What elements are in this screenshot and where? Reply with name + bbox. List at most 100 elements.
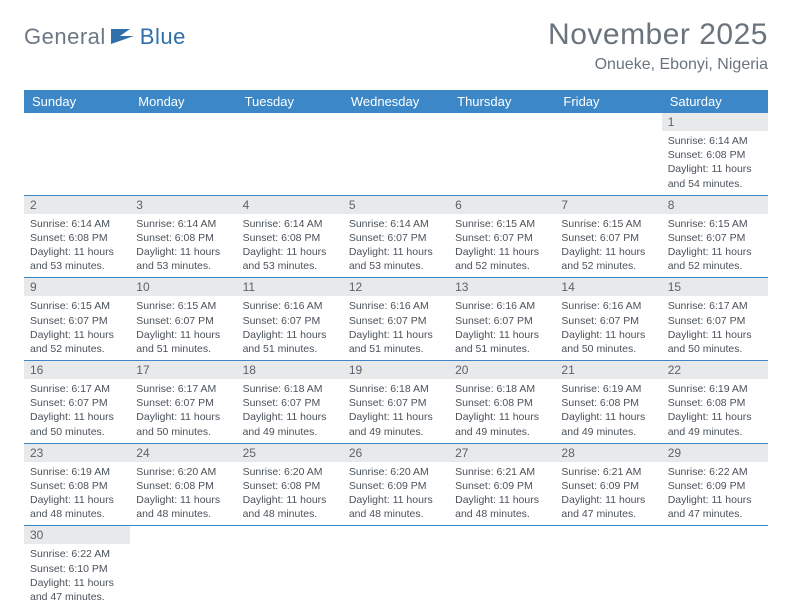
day-number: 20 bbox=[449, 361, 555, 379]
day-header: Monday bbox=[130, 90, 236, 113]
day-details: Sunrise: 6:19 AMSunset: 6:08 PMDaylight:… bbox=[555, 379, 661, 443]
day-details: Sunrise: 6:16 AMSunset: 6:07 PMDaylight:… bbox=[237, 296, 343, 360]
day-number: 23 bbox=[24, 444, 130, 462]
calendar-empty-cell bbox=[555, 526, 661, 608]
day-details: Sunrise: 6:19 AMSunset: 6:08 PMDaylight:… bbox=[662, 379, 768, 443]
day-details: Sunrise: 6:17 AMSunset: 6:07 PMDaylight:… bbox=[130, 379, 236, 443]
day-number: 17 bbox=[130, 361, 236, 379]
calendar-empty-cell bbox=[343, 526, 449, 608]
page-title: November 2025 bbox=[548, 18, 768, 52]
calendar-day-cell: 17Sunrise: 6:17 AMSunset: 6:07 PMDayligh… bbox=[130, 361, 236, 444]
calendar-day-cell: 12Sunrise: 6:16 AMSunset: 6:07 PMDayligh… bbox=[343, 278, 449, 361]
day-number: 12 bbox=[343, 278, 449, 296]
day-number: 9 bbox=[24, 278, 130, 296]
logo-text-2: Blue bbox=[140, 24, 186, 50]
logo-flag-icon bbox=[110, 27, 136, 47]
day-number: 22 bbox=[662, 361, 768, 379]
calendar-day-cell: 27Sunrise: 6:21 AMSunset: 6:09 PMDayligh… bbox=[449, 443, 555, 526]
day-details: Sunrise: 6:15 AMSunset: 6:07 PMDaylight:… bbox=[662, 214, 768, 278]
day-number: 30 bbox=[24, 526, 130, 544]
calendar-day-cell: 4Sunrise: 6:14 AMSunset: 6:08 PMDaylight… bbox=[237, 195, 343, 278]
calendar-empty-cell bbox=[555, 113, 661, 195]
day-header: Wednesday bbox=[343, 90, 449, 113]
day-details: Sunrise: 6:15 AMSunset: 6:07 PMDaylight:… bbox=[555, 214, 661, 278]
day-details: Sunrise: 6:17 AMSunset: 6:07 PMDaylight:… bbox=[24, 379, 130, 443]
calendar-table: SundayMondayTuesdayWednesdayThursdayFrid… bbox=[24, 90, 768, 608]
day-number: 26 bbox=[343, 444, 449, 462]
day-details: Sunrise: 6:14 AMSunset: 6:08 PMDaylight:… bbox=[130, 214, 236, 278]
day-number: 2 bbox=[24, 196, 130, 214]
day-details: Sunrise: 6:22 AMSunset: 6:09 PMDaylight:… bbox=[662, 462, 768, 526]
day-header: Friday bbox=[555, 90, 661, 113]
calendar-day-cell: 11Sunrise: 6:16 AMSunset: 6:07 PMDayligh… bbox=[237, 278, 343, 361]
calendar-day-cell: 8Sunrise: 6:15 AMSunset: 6:07 PMDaylight… bbox=[662, 195, 768, 278]
day-number: 14 bbox=[555, 278, 661, 296]
calendar-day-cell: 15Sunrise: 6:17 AMSunset: 6:07 PMDayligh… bbox=[662, 278, 768, 361]
day-details: Sunrise: 6:16 AMSunset: 6:07 PMDaylight:… bbox=[555, 296, 661, 360]
calendar-day-cell: 23Sunrise: 6:19 AMSunset: 6:08 PMDayligh… bbox=[24, 443, 130, 526]
calendar-day-cell: 10Sunrise: 6:15 AMSunset: 6:07 PMDayligh… bbox=[130, 278, 236, 361]
day-number: 29 bbox=[662, 444, 768, 462]
calendar-day-cell: 1Sunrise: 6:14 AMSunset: 6:08 PMDaylight… bbox=[662, 113, 768, 195]
calendar-day-cell: 19Sunrise: 6:18 AMSunset: 6:07 PMDayligh… bbox=[343, 361, 449, 444]
calendar-week-row: 30Sunrise: 6:22 AMSunset: 6:10 PMDayligh… bbox=[24, 526, 768, 608]
day-details: Sunrise: 6:20 AMSunset: 6:08 PMDaylight:… bbox=[130, 462, 236, 526]
day-header-row: SundayMondayTuesdayWednesdayThursdayFrid… bbox=[24, 90, 768, 113]
calendar-day-cell: 18Sunrise: 6:18 AMSunset: 6:07 PMDayligh… bbox=[237, 361, 343, 444]
day-number: 21 bbox=[555, 361, 661, 379]
calendar-day-cell: 9Sunrise: 6:15 AMSunset: 6:07 PMDaylight… bbox=[24, 278, 130, 361]
day-number: 15 bbox=[662, 278, 768, 296]
day-details: Sunrise: 6:14 AMSunset: 6:08 PMDaylight:… bbox=[237, 214, 343, 278]
calendar-day-cell: 29Sunrise: 6:22 AMSunset: 6:09 PMDayligh… bbox=[662, 443, 768, 526]
calendar-day-cell: 7Sunrise: 6:15 AMSunset: 6:07 PMDaylight… bbox=[555, 195, 661, 278]
day-number: 4 bbox=[237, 196, 343, 214]
calendar-day-cell: 22Sunrise: 6:19 AMSunset: 6:08 PMDayligh… bbox=[662, 361, 768, 444]
day-number: 19 bbox=[343, 361, 449, 379]
calendar-day-cell: 20Sunrise: 6:18 AMSunset: 6:08 PMDayligh… bbox=[449, 361, 555, 444]
day-details: Sunrise: 6:19 AMSunset: 6:08 PMDaylight:… bbox=[24, 462, 130, 526]
day-number: 13 bbox=[449, 278, 555, 296]
calendar-day-cell: 16Sunrise: 6:17 AMSunset: 6:07 PMDayligh… bbox=[24, 361, 130, 444]
day-details: Sunrise: 6:21 AMSunset: 6:09 PMDaylight:… bbox=[449, 462, 555, 526]
calendar-week-row: 1Sunrise: 6:14 AMSunset: 6:08 PMDaylight… bbox=[24, 113, 768, 195]
calendar-day-cell: 26Sunrise: 6:20 AMSunset: 6:09 PMDayligh… bbox=[343, 443, 449, 526]
day-details: Sunrise: 6:21 AMSunset: 6:09 PMDaylight:… bbox=[555, 462, 661, 526]
day-details: Sunrise: 6:15 AMSunset: 6:07 PMDaylight:… bbox=[449, 214, 555, 278]
calendar-empty-cell bbox=[343, 113, 449, 195]
day-number: 24 bbox=[130, 444, 236, 462]
day-number: 25 bbox=[237, 444, 343, 462]
calendar-day-cell: 24Sunrise: 6:20 AMSunset: 6:08 PMDayligh… bbox=[130, 443, 236, 526]
day-number: 11 bbox=[237, 278, 343, 296]
day-details: Sunrise: 6:20 AMSunset: 6:09 PMDaylight:… bbox=[343, 462, 449, 526]
day-number: 6 bbox=[449, 196, 555, 214]
calendar-empty-cell bbox=[449, 526, 555, 608]
calendar-empty-cell bbox=[237, 113, 343, 195]
day-number: 8 bbox=[662, 196, 768, 214]
calendar-empty-cell bbox=[662, 526, 768, 608]
logo: General Blue bbox=[24, 18, 186, 50]
day-details: Sunrise: 6:18 AMSunset: 6:08 PMDaylight:… bbox=[449, 379, 555, 443]
calendar-day-cell: 28Sunrise: 6:21 AMSunset: 6:09 PMDayligh… bbox=[555, 443, 661, 526]
calendar-empty-cell bbox=[130, 526, 236, 608]
day-details: Sunrise: 6:14 AMSunset: 6:07 PMDaylight:… bbox=[343, 214, 449, 278]
day-header: Saturday bbox=[662, 90, 768, 113]
day-details: Sunrise: 6:15 AMSunset: 6:07 PMDaylight:… bbox=[24, 296, 130, 360]
day-number: 5 bbox=[343, 196, 449, 214]
calendar-week-row: 16Sunrise: 6:17 AMSunset: 6:07 PMDayligh… bbox=[24, 361, 768, 444]
calendar-day-cell: 14Sunrise: 6:16 AMSunset: 6:07 PMDayligh… bbox=[555, 278, 661, 361]
header: General Blue November 2025 Onueke, Ebony… bbox=[24, 18, 768, 74]
day-details: Sunrise: 6:17 AMSunset: 6:07 PMDaylight:… bbox=[662, 296, 768, 360]
page-subtitle: Onueke, Ebonyi, Nigeria bbox=[548, 56, 768, 74]
day-number: 7 bbox=[555, 196, 661, 214]
day-number: 16 bbox=[24, 361, 130, 379]
calendar-day-cell: 3Sunrise: 6:14 AMSunset: 6:08 PMDaylight… bbox=[130, 195, 236, 278]
logo-text-1: General bbox=[24, 24, 106, 50]
day-details: Sunrise: 6:22 AMSunset: 6:10 PMDaylight:… bbox=[24, 544, 130, 608]
calendar-day-cell: 25Sunrise: 6:20 AMSunset: 6:08 PMDayligh… bbox=[237, 443, 343, 526]
day-number: 3 bbox=[130, 196, 236, 214]
day-number: 10 bbox=[130, 278, 236, 296]
calendar-day-cell: 21Sunrise: 6:19 AMSunset: 6:08 PMDayligh… bbox=[555, 361, 661, 444]
calendar-empty-cell bbox=[24, 113, 130, 195]
day-details: Sunrise: 6:18 AMSunset: 6:07 PMDaylight:… bbox=[343, 379, 449, 443]
calendar-week-row: 2Sunrise: 6:14 AMSunset: 6:08 PMDaylight… bbox=[24, 195, 768, 278]
